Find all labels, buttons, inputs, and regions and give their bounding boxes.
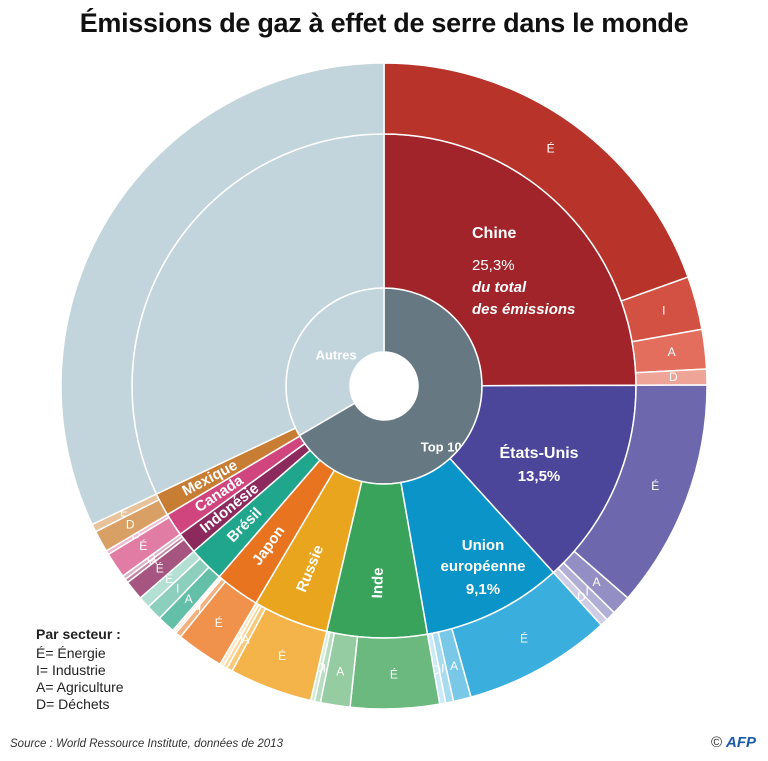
country-label-chine: Chine (472, 225, 517, 242)
legend-title: Par secteur : (36, 626, 121, 642)
sector-label-inde-0: É (390, 667, 398, 682)
sector-legend: Par secteur : É= Énergie I= Industrie A=… (36, 626, 124, 713)
country-note-chine-1: des émissions (472, 301, 575, 318)
country-label-union-europeenne-1: européenne (440, 558, 525, 575)
sector-label-russie-3: D (234, 628, 243, 642)
source-note: Source : World Ressource Institute, donn… (10, 738, 283, 750)
sector-label-canada-1: D (132, 528, 141, 542)
sector-label-indonesie-0: É (156, 560, 164, 575)
sector-label-chine-0: É (547, 140, 555, 155)
sector-label-japon-1: I (198, 601, 201, 615)
sector-label-etats-unis-2: I (585, 584, 588, 598)
sector-label-inde-3: D (316, 660, 325, 674)
sector-label-etats-unis-3: D (577, 590, 586, 604)
sector-label-bresil-0: A (185, 592, 193, 606)
sector-label-russie-0: É (278, 648, 286, 663)
sector-slice-autres (60, 62, 385, 526)
credit-text: AFP (726, 734, 756, 751)
sector-label-etats-unis-1: A (592, 575, 600, 589)
sector-label-chine-2: A (668, 345, 676, 359)
sector-label-bresil-2: É (165, 571, 173, 586)
sector-label-union-europeenne-0: É (520, 631, 528, 646)
sector-label-chine-1: I (662, 304, 665, 318)
sector-label-chine-3: D (669, 370, 678, 384)
sector-label-inde-2: I (323, 661, 326, 675)
country-label-etats-unis: États-Unis (499, 443, 578, 462)
sector-label-bresil-1: I (176, 581, 179, 595)
copyright-symbol: © (710, 734, 722, 751)
legend-item-dechets: D= Déchets (36, 696, 110, 712)
country-label-union-europeenne-0: Union (462, 537, 505, 554)
sector-label-mexique-1: É (120, 505, 128, 520)
country-value-chine: 25,3% (472, 257, 515, 274)
sector-label-inde-1: A (336, 664, 344, 678)
legend-item-agriculture: A= Agriculture (36, 679, 124, 695)
sector-label-indonesie-1: A (149, 553, 157, 567)
center-hole (350, 352, 418, 420)
country-value-etats-unis: 13,5% (518, 468, 561, 485)
chart-title: Émissions de gaz à effet de serre dans l… (79, 8, 689, 38)
legend-item-industrie: I= Industrie (36, 662, 106, 678)
afp-logo: © AFP (711, 734, 756, 751)
sector-label-indonesie-2: D (147, 550, 156, 564)
sector-label-canada-0: É (139, 538, 147, 553)
country-value-union-europeenne: 9,1% (466, 581, 500, 598)
sector-label-union-europeenne-1: A (450, 659, 458, 673)
inner-label-autres: Autres (316, 348, 357, 363)
sector-label-union-europeenne-2: I (441, 662, 444, 676)
inner-label-top-10: Top 10 (421, 439, 462, 454)
sector-label-japon-0: É (215, 615, 223, 630)
sector-label-mexique-0: D (126, 517, 135, 531)
sector-label-russie-2: I (240, 630, 243, 644)
sector-label-russie-1: A (242, 632, 250, 646)
country-note-chine-0: du total (472, 279, 527, 296)
legend-item-energie: É= Énergie (36, 645, 106, 661)
sector-label-union-europeenne-3: D (432, 663, 441, 677)
sector-label-etats-unis-0: É (651, 478, 659, 493)
country-label-inde: Inde (369, 567, 387, 598)
